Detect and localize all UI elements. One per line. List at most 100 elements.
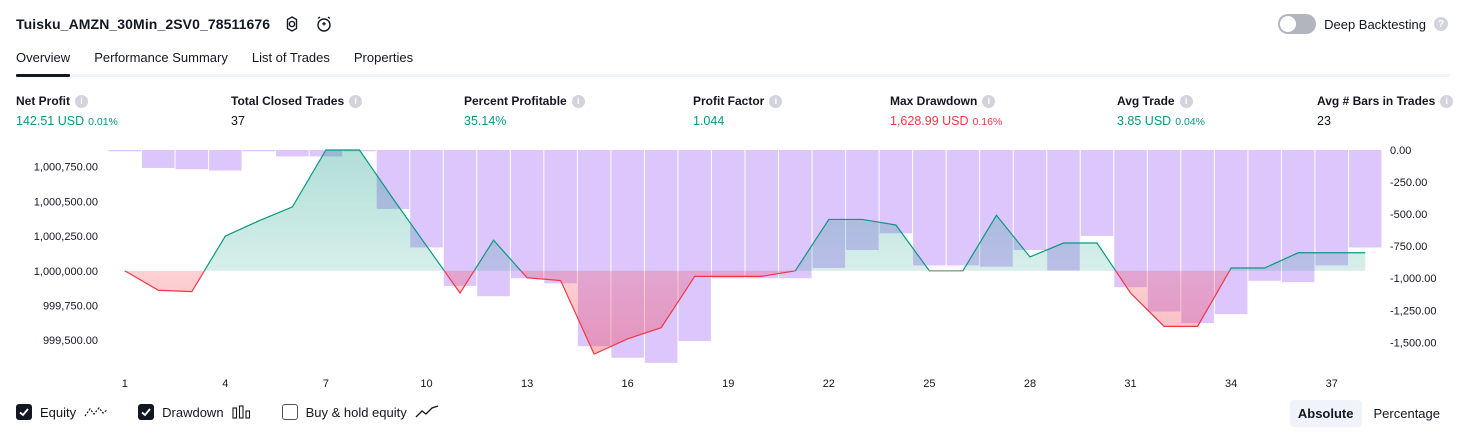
drawdown-bar bbox=[544, 150, 577, 284]
toggle-knob bbox=[1280, 16, 1297, 32]
equity-line-up bbox=[124, 149, 1366, 271]
stat-net-profit: Net Profit i 142.51 USD 0.01% bbox=[16, 94, 118, 128]
right-axis-tick-label: -250.00 bbox=[1390, 177, 1427, 189]
info-icon[interactable]: i bbox=[1440, 94, 1454, 108]
stat-value: 1,628.99 USD bbox=[890, 114, 969, 128]
stat-label: Profit Factor bbox=[693, 94, 765, 108]
stat-profit-factor: Profit Factor i 1.044 bbox=[693, 94, 783, 128]
stat-avg-trade: Avg Trade i 3.85 USD 0.04% bbox=[1117, 94, 1205, 128]
stat-label: Avg Trade bbox=[1117, 94, 1175, 108]
stat-label: Percent Profitable bbox=[464, 94, 567, 108]
right-axis-tick-label: -750.00 bbox=[1390, 241, 1427, 253]
buy-hold-checkbox[interactable] bbox=[281, 404, 298, 420]
stat-value: 3.85 USD bbox=[1117, 114, 1172, 128]
deep-backtesting: Deep Backtesting ? bbox=[1278, 14, 1448, 34]
tab-properties[interactable]: Properties bbox=[353, 50, 414, 65]
legend-buy-hold-equity[interactable]: Buy & hold equity bbox=[281, 404, 439, 420]
drawdown-bar bbox=[142, 150, 175, 168]
left-axis-tick-label: 1,000,500.00 bbox=[34, 196, 98, 208]
drawdown-bar bbox=[276, 150, 309, 157]
help-icon[interactable]: ? bbox=[1434, 17, 1448, 31]
settings-icon[interactable] bbox=[282, 14, 302, 34]
stat-percent: 0.16% bbox=[972, 116, 1003, 128]
drawdown-bar bbox=[108, 150, 142, 152]
drawdown-bar bbox=[678, 150, 711, 342]
strategy-title: Tuisku_AMZN_30Min_2SV0_78511676 bbox=[16, 16, 271, 32]
x-axis-tick-label: 4 bbox=[222, 378, 228, 390]
drawdown-checkbox[interactable] bbox=[138, 404, 155, 420]
right-axis-tick-label: -500.00 bbox=[1390, 209, 1427, 221]
right-axis-tick-label: -1,500.00 bbox=[1390, 337, 1436, 349]
info-icon[interactable]: i bbox=[571, 94, 585, 108]
buy-hold-line-icon bbox=[415, 405, 438, 418]
tab-bar: Overview Performance Summary List of Tra… bbox=[16, 46, 1450, 77]
chart-legend: Equity Drawdown Buy & hold equity bbox=[16, 404, 439, 420]
drawdown-bar bbox=[477, 150, 510, 297]
x-axis-tick-label: 10 bbox=[420, 378, 432, 390]
stat-label: Total Closed Trades bbox=[231, 94, 345, 108]
tab-overview[interactable]: Overview bbox=[16, 46, 71, 77]
stat-label: Max Drawdown bbox=[890, 94, 978, 108]
drawdown-bar bbox=[946, 150, 980, 266]
drawdown-bar bbox=[879, 150, 913, 234]
x-axis-tick-label: 16 bbox=[622, 378, 634, 390]
drawdown-bars-icon bbox=[232, 405, 250, 419]
stat-percent: 0.01% bbox=[88, 116, 118, 128]
equity-area-up bbox=[204, 150, 1366, 271]
stat-label: Net Profit bbox=[16, 94, 70, 108]
deep-backtesting-toggle[interactable] bbox=[1278, 14, 1317, 34]
stat-avg-bars-in-trades: Avg # Bars in Trades i 23 bbox=[1317, 94, 1454, 128]
tab-performance-summary[interactable]: Performance Summary bbox=[94, 50, 228, 65]
drawdown-bar bbox=[443, 150, 477, 286]
drawdown-bar bbox=[242, 150, 276, 152]
x-axis-tick-label: 19 bbox=[722, 378, 734, 390]
drawdown-bar bbox=[175, 150, 209, 170]
equity-drawdown-chart[interactable]: 1,000,750.00 1,000,500.00 1,000,250.00 1,00… bbox=[0, 140, 1466, 390]
drawdown-bar bbox=[913, 150, 946, 266]
drawdown-bar bbox=[745, 150, 779, 279]
stat-value: 1.044 bbox=[693, 114, 725, 128]
stat-percent-profitable: Percent Profitable i 35.14% bbox=[464, 94, 585, 128]
view-mode-switch: Absolute Percentage bbox=[1289, 400, 1448, 427]
deep-backtesting-label: Deep Backtesting bbox=[1324, 16, 1426, 32]
stat-value: 35.14% bbox=[464, 114, 507, 128]
x-axis-tick-label: 7 bbox=[323, 378, 329, 390]
x-axis-tick-label: 28 bbox=[1024, 378, 1036, 390]
x-axis-tick-label: 25 bbox=[923, 378, 935, 390]
legend-equity[interactable]: Equity bbox=[16, 404, 108, 420]
drawdown-bar bbox=[1248, 150, 1281, 281]
info-icon[interactable]: i bbox=[769, 94, 783, 108]
tab-list-of-trades[interactable]: List of Trades bbox=[251, 50, 330, 65]
drawdown-bar bbox=[1348, 150, 1382, 248]
equity-checkbox[interactable] bbox=[16, 404, 32, 420]
right-axis-tick-label: 0.00 bbox=[1390, 145, 1411, 157]
x-axis-tick-label: 37 bbox=[1326, 378, 1338, 390]
stat-value: 23 bbox=[1317, 114, 1331, 128]
stat-value: 142.51 USD bbox=[16, 114, 85, 128]
x-axis-tick-label: 1 bbox=[122, 378, 128, 390]
drawdown-bar bbox=[1114, 150, 1147, 288]
left-axis-tick-label: 1,000,000.00 bbox=[34, 266, 98, 278]
info-icon[interactable]: i bbox=[1179, 94, 1193, 108]
left-axis-tick-label: 1,000,750.00 bbox=[34, 162, 98, 174]
add-alert-icon[interactable] bbox=[314, 14, 334, 34]
drawdown-bar bbox=[711, 150, 745, 279]
stat-max-drawdown: Max Drawdown i 1,628.99 USD 0.16% bbox=[890, 94, 1002, 128]
info-icon[interactable]: i bbox=[349, 94, 363, 108]
left-axis-tick-label: 1,000,250.00 bbox=[34, 231, 98, 243]
info-icon[interactable]: i bbox=[75, 94, 88, 108]
left-axis-tick-label: 999,750.00 bbox=[43, 301, 98, 313]
stat-total-closed-trades: Total Closed Trades i 37 bbox=[231, 94, 363, 128]
percentage-button[interactable]: Percentage bbox=[1373, 406, 1441, 421]
info-icon[interactable]: i bbox=[982, 94, 996, 108]
drawdown-bar bbox=[510, 150, 544, 279]
stat-label: Avg # Bars in Trades bbox=[1317, 94, 1436, 108]
equity-line-down bbox=[124, 270, 1231, 355]
stat-percent: 0.04% bbox=[1175, 116, 1205, 128]
stat-value: 37 bbox=[231, 114, 245, 128]
x-axis-tick-label: 31 bbox=[1124, 378, 1136, 390]
drawdown-bar bbox=[209, 150, 242, 171]
right-axis-tick-label: -1,000.00 bbox=[1390, 273, 1436, 285]
legend-drawdown[interactable]: Drawdown bbox=[138, 404, 251, 420]
absolute-button[interactable]: Absolute bbox=[1289, 400, 1362, 427]
